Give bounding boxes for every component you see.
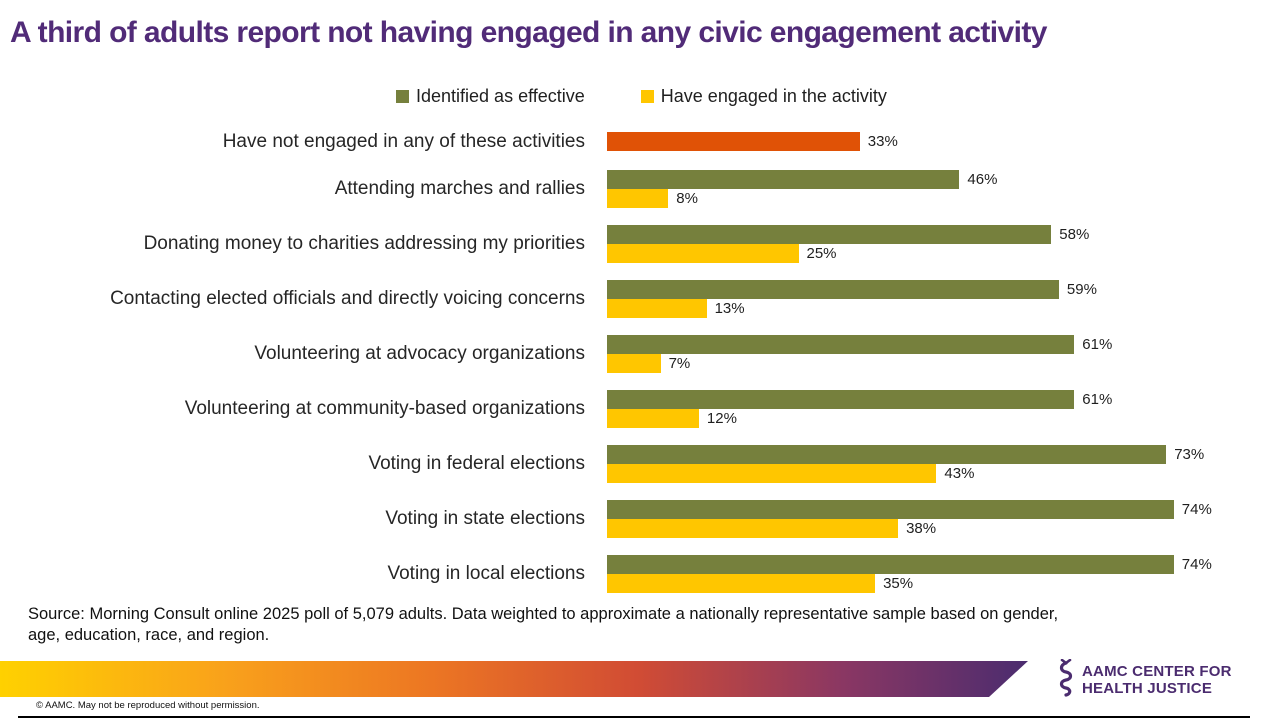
legend-swatch-engaged-icon <box>640 90 654 103</box>
legend-label: Have engaged in the activity <box>660 86 887 106</box>
category-label: Donating money to charities addressing m… <box>143 232 585 254</box>
bar-value-label: 58% <box>1059 225 1090 243</box>
chart-row: Voting in state elections 74% 38% <box>0 499 1280 538</box>
bar-value-label: 73% <box>1174 445 1205 463</box>
serpent-staff-icon <box>1056 658 1076 702</box>
logo-line-2: HEALTH JUSTICE <box>1082 679 1213 697</box>
legend-item-engaged: Have engaged in the activity <box>640 86 887 107</box>
legend-item-effective: Identified as effective <box>396 86 585 107</box>
bar-effective <box>607 334 1075 354</box>
chart-row: Donating money to charities addressing m… <box>0 224 1280 263</box>
category-label: Voting in state elections <box>385 507 585 529</box>
bar-engaged <box>607 408 699 428</box>
legend-label: Identified as effective <box>416 86 585 106</box>
bar-line: 35% <box>607 573 1212 593</box>
bar-line: 46% <box>607 169 998 189</box>
bar-line: 61% <box>607 334 1113 354</box>
bar-highlight <box>607 132 860 152</box>
bar-line: 8% <box>607 188 997 208</box>
aamc-center-for-health-justice-logo: AAMC CENTER FOR HEALTH JUSTICE <box>1056 658 1232 702</box>
bar-effective <box>607 169 960 189</box>
bar-effective <box>607 554 1174 574</box>
bar-line: 73% <box>607 444 1205 464</box>
bar-line: 7% <box>607 353 1112 373</box>
bar-line: 38% <box>607 518 1212 538</box>
bar-line: 74% <box>607 554 1212 574</box>
legend-swatch-effective-icon <box>396 90 409 103</box>
logo-line-1: AAMC CENTER FOR <box>1082 663 1232 681</box>
bar-group: 74% 38% <box>607 499 1212 538</box>
bar-line: 43% <box>607 463 1204 483</box>
category-label: Have not engaged in any of these activit… <box>222 131 585 152</box>
page-title: A third of adults report not having enga… <box>10 16 1047 49</box>
bar-engaged <box>607 353 661 373</box>
bar-group: 73% 43% <box>607 444 1205 483</box>
chart-row: Voting in local elections 74% 35% <box>0 554 1280 593</box>
bar-value-label: 74% <box>1181 555 1212 573</box>
logo-text: AAMC CENTER FOR HEALTH JUSTICE <box>1082 664 1232 696</box>
bar-group: 58% 25% <box>607 224 1090 263</box>
bar-value-label: 12% <box>706 409 737 427</box>
bar-engaged <box>607 243 799 263</box>
footer-gradient-band <box>0 661 1028 697</box>
chart-row: Have not engaged in any of these activit… <box>0 131 1280 153</box>
chart-row: Volunteering at community-based organiza… <box>0 389 1280 428</box>
bar-effective <box>607 444 1167 464</box>
bar-value-label: 61% <box>1082 390 1113 408</box>
category-label: Voting in federal elections <box>368 452 585 474</box>
bar-value-label: 8% <box>676 189 698 207</box>
bar-group: 61% 12% <box>607 389 1113 428</box>
chart-row: Voting in federal elections 73% 43% <box>0 444 1280 483</box>
bar-line: 74% <box>607 499 1212 519</box>
bar-value-label: 46% <box>967 170 998 188</box>
bar-value-label: 43% <box>944 464 975 482</box>
chart-row: Attending marches and rallies 46% 8% <box>0 169 1280 208</box>
bar-value-label: 25% <box>806 244 837 262</box>
bar-value-label: 38% <box>906 519 937 537</box>
category-label: Attending marches and rallies <box>334 177 585 199</box>
bar-group: 61% 7% <box>607 334 1113 373</box>
bar-line: 13% <box>607 298 1097 318</box>
bar-engaged <box>607 463 937 483</box>
bar-group: 33% <box>607 132 898 152</box>
bar-line: 58% <box>607 224 1090 244</box>
chart-row: Contacting elected officials and directl… <box>0 279 1280 318</box>
bar-effective <box>607 279 1059 299</box>
bar-line: 59% <box>607 279 1097 299</box>
bar-group: 59% 13% <box>607 279 1097 318</box>
bar-group: 46% 8% <box>607 169 998 208</box>
bar-line: 12% <box>607 408 1112 428</box>
chart-row: Volunteering at advocacy organizations 6… <box>0 334 1280 373</box>
bar-effective <box>607 499 1174 519</box>
bar-chart: Have not engaged in any of these activit… <box>0 131 1280 610</box>
bar-line: 61% <box>607 389 1113 409</box>
bar-value-label: 7% <box>668 354 691 372</box>
category-label: Contacting elected officials and directl… <box>110 287 585 309</box>
bar-value-label: 59% <box>1066 280 1097 298</box>
bar-engaged <box>607 518 899 538</box>
bar-value-label: 35% <box>883 574 914 592</box>
bar-line: 25% <box>607 243 1089 263</box>
category-label: Volunteering at advocacy organizations <box>254 342 585 364</box>
chart-legend: Identified as effective Have engaged in … <box>396 86 887 107</box>
copyright-note: © AAMC. May not be reproduced without pe… <box>36 700 260 711</box>
bar-effective <box>607 389 1075 409</box>
category-label: Volunteering at community-based organiza… <box>184 397 585 419</box>
bar-engaged <box>607 188 669 208</box>
bottom-rule <box>18 716 1250 718</box>
bar-engaged <box>607 298 707 318</box>
bar-line: 33% <box>607 132 898 152</box>
bar-group: 74% 35% <box>607 554 1212 593</box>
bar-value-label: 61% <box>1082 335 1113 353</box>
bar-value-label: 13% <box>714 299 745 317</box>
bar-effective <box>607 224 1052 244</box>
category-label: Voting in local elections <box>387 562 585 584</box>
bar-value-label: 74% <box>1181 500 1212 518</box>
bar-value-label: 33% <box>867 133 898 151</box>
bar-engaged <box>607 573 876 593</box>
source-note: Source: Morning Consult online 2025 poll… <box>28 605 1059 644</box>
